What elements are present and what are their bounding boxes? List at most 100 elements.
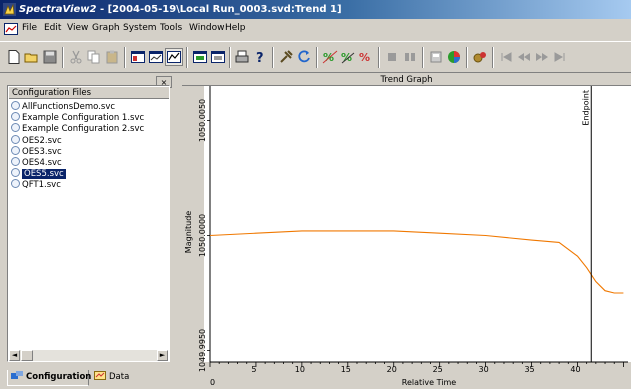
tree-item[interactable]: AllFunctionsDemo.svc: [11, 101, 166, 113]
tree-item-label: QFT1.svc: [22, 180, 61, 191]
y-tick-label: 1050.0050: [198, 99, 207, 142]
svg-text:%: %: [323, 51, 334, 64]
menu-edit[interactable]: Edit: [44, 23, 62, 33]
toolbar: ? % % %: [0, 41, 631, 73]
tab-configuration[interactable]: Configuration: [7, 370, 91, 386]
x-axis-title: Relative Time: [402, 378, 456, 387]
menu-system[interactable]: System: [123, 23, 157, 33]
menu-window[interactable]: Window: [189, 23, 225, 33]
config-file-icon: [11, 168, 20, 178]
endpoint-label: Endpoint: [581, 90, 590, 126]
x-tick-label: 35: [524, 365, 534, 374]
graph-title: Trend Graph: [182, 74, 631, 86]
refresh-icon[interactable]: [296, 49, 312, 65]
svg-text:%: %: [359, 51, 370, 64]
svg-text:%: %: [341, 51, 352, 64]
scroll-thumb[interactable]: [21, 350, 33, 361]
data-tab-icon: [94, 371, 106, 380]
tree-item-label: OES4.svc: [22, 158, 62, 168]
config-file-icon: [11, 123, 20, 133]
window-title: SpectraView2 - [2004-05-19\Local Run_000…: [19, 4, 342, 15]
tree-item[interactable]: Example Configuration 2.svc: [11, 123, 166, 135]
config-file-icon: [11, 179, 20, 189]
config-pane: × Configuration Files AllFunctionsDemo.s…: [0, 74, 176, 389]
config-file-icon: [11, 145, 20, 155]
last-icon[interactable]: [552, 49, 568, 65]
menu-file[interactable]: File: [22, 23, 38, 33]
tree-item[interactable]: OES5.svc: [11, 168, 166, 180]
save-icon[interactable]: [42, 49, 58, 65]
view1-icon[interactable]: [130, 49, 146, 65]
menu-help[interactable]: Help: [225, 23, 246, 33]
y-tick-label: 1049.9950: [198, 329, 207, 372]
tree-item[interactable]: QFT1.svc: [11, 179, 166, 191]
config-file-icon: [11, 112, 20, 122]
x-tick-label: 10: [295, 365, 305, 374]
config-file-tree: Configuration Files AllFunctionsDemo.svc…: [7, 85, 170, 362]
tree-item[interactable]: OES3.svc: [11, 145, 166, 158]
tree-item-label: AllFunctionsDemo.svc: [22, 102, 116, 112]
x-tick-label: 0: [210, 378, 215, 387]
stop1-icon[interactable]: [384, 49, 400, 65]
calc2-icon[interactable]: %: [340, 49, 356, 65]
cut-icon[interactable]: [68, 49, 84, 65]
config-file-icon: [11, 134, 20, 144]
menu-graph[interactable]: Graph: [92, 23, 120, 33]
scroll-left-button[interactable]: ◄: [9, 350, 20, 361]
view3-icon[interactable]: [165, 48, 183, 66]
calc3-icon[interactable]: %: [358, 49, 374, 65]
copy-icon[interactable]: [86, 49, 102, 65]
app-icon: [3, 3, 16, 16]
first-icon[interactable]: [498, 49, 514, 65]
tab-data[interactable]: Data: [91, 370, 131, 385]
export-icon[interactable]: [428, 49, 444, 65]
help-icon[interactable]: ?: [252, 49, 268, 65]
scroll-right-button[interactable]: ►: [157, 350, 168, 361]
tree-item-label: OES5.svc: [22, 169, 66, 180]
trend-line: [209, 230, 624, 294]
prev-icon[interactable]: [516, 49, 532, 65]
x-tick-label: 30: [479, 365, 489, 374]
config-file-icon: [11, 157, 20, 166]
x-tick-label: 20: [387, 365, 397, 374]
menu-bar: File Edit View Graph System Tools Window…: [0, 20, 631, 39]
menu-view[interactable]: View: [67, 23, 89, 33]
settings-icon[interactable]: [472, 49, 488, 65]
x-tick-label: 15: [341, 365, 351, 374]
tree-item[interactable]: Example Configuration 1.svc: [11, 112, 166, 124]
tree-item-label: OES2.svc: [22, 135, 62, 146]
calc1-icon[interactable]: %: [322, 49, 338, 65]
color-icon[interactable]: [446, 49, 462, 65]
x-tick-label: 40: [570, 365, 580, 374]
tools-icon[interactable]: [278, 49, 294, 65]
x-axis-panel: [182, 362, 631, 389]
trend-graph-pane: Trend Graph 0 5 10 15 20 25 30 35 40 1050.0050 105…: [182, 74, 631, 389]
tree-item-label: Example Configuration 2.svc: [22, 124, 145, 135]
menu-tools[interactable]: Tools: [160, 23, 183, 33]
title-bar: SpectraView2 - [2004-05-19\Local Run_000…: [0, 0, 631, 19]
horizontal-scrollbar[interactable]: ◄ ►: [9, 350, 168, 361]
view4-icon[interactable]: [192, 49, 208, 65]
y-axis-title: Magnitude: [184, 211, 193, 253]
x-tick-label: 25: [433, 365, 443, 374]
x-tick-label: 5: [251, 365, 256, 374]
configuration-tab-icon: [11, 371, 23, 379]
tree-item-label: Example Configuration 1.svc: [22, 113, 145, 124]
config-file-icon: [11, 101, 20, 110]
tree-item[interactable]: OES4.svc: [11, 157, 166, 169]
y-tick-label: 1050.0000: [198, 214, 207, 257]
svg-text:?: ?: [256, 51, 264, 65]
y-axis-panel: [182, 86, 204, 377]
trend-chart[interactable]: 0 5 10 15 20 25 30 35 40 1050.0050 1050.0000 1049.9…: [182, 74, 631, 389]
document-menu-icon[interactable]: [4, 23, 18, 35]
view2-icon[interactable]: [148, 49, 164, 65]
open-icon[interactable]: [24, 49, 40, 65]
paste-icon[interactable]: [104, 49, 120, 65]
tree-item[interactable]: OES2.svc: [11, 134, 166, 147]
new-icon[interactable]: [6, 49, 22, 65]
next-icon[interactable]: [534, 49, 550, 65]
tree-header: Configuration Files: [9, 87, 169, 99]
stop2-icon[interactable]: [402, 49, 418, 65]
print-icon[interactable]: [234, 49, 250, 65]
view5-icon[interactable]: [210, 49, 226, 65]
